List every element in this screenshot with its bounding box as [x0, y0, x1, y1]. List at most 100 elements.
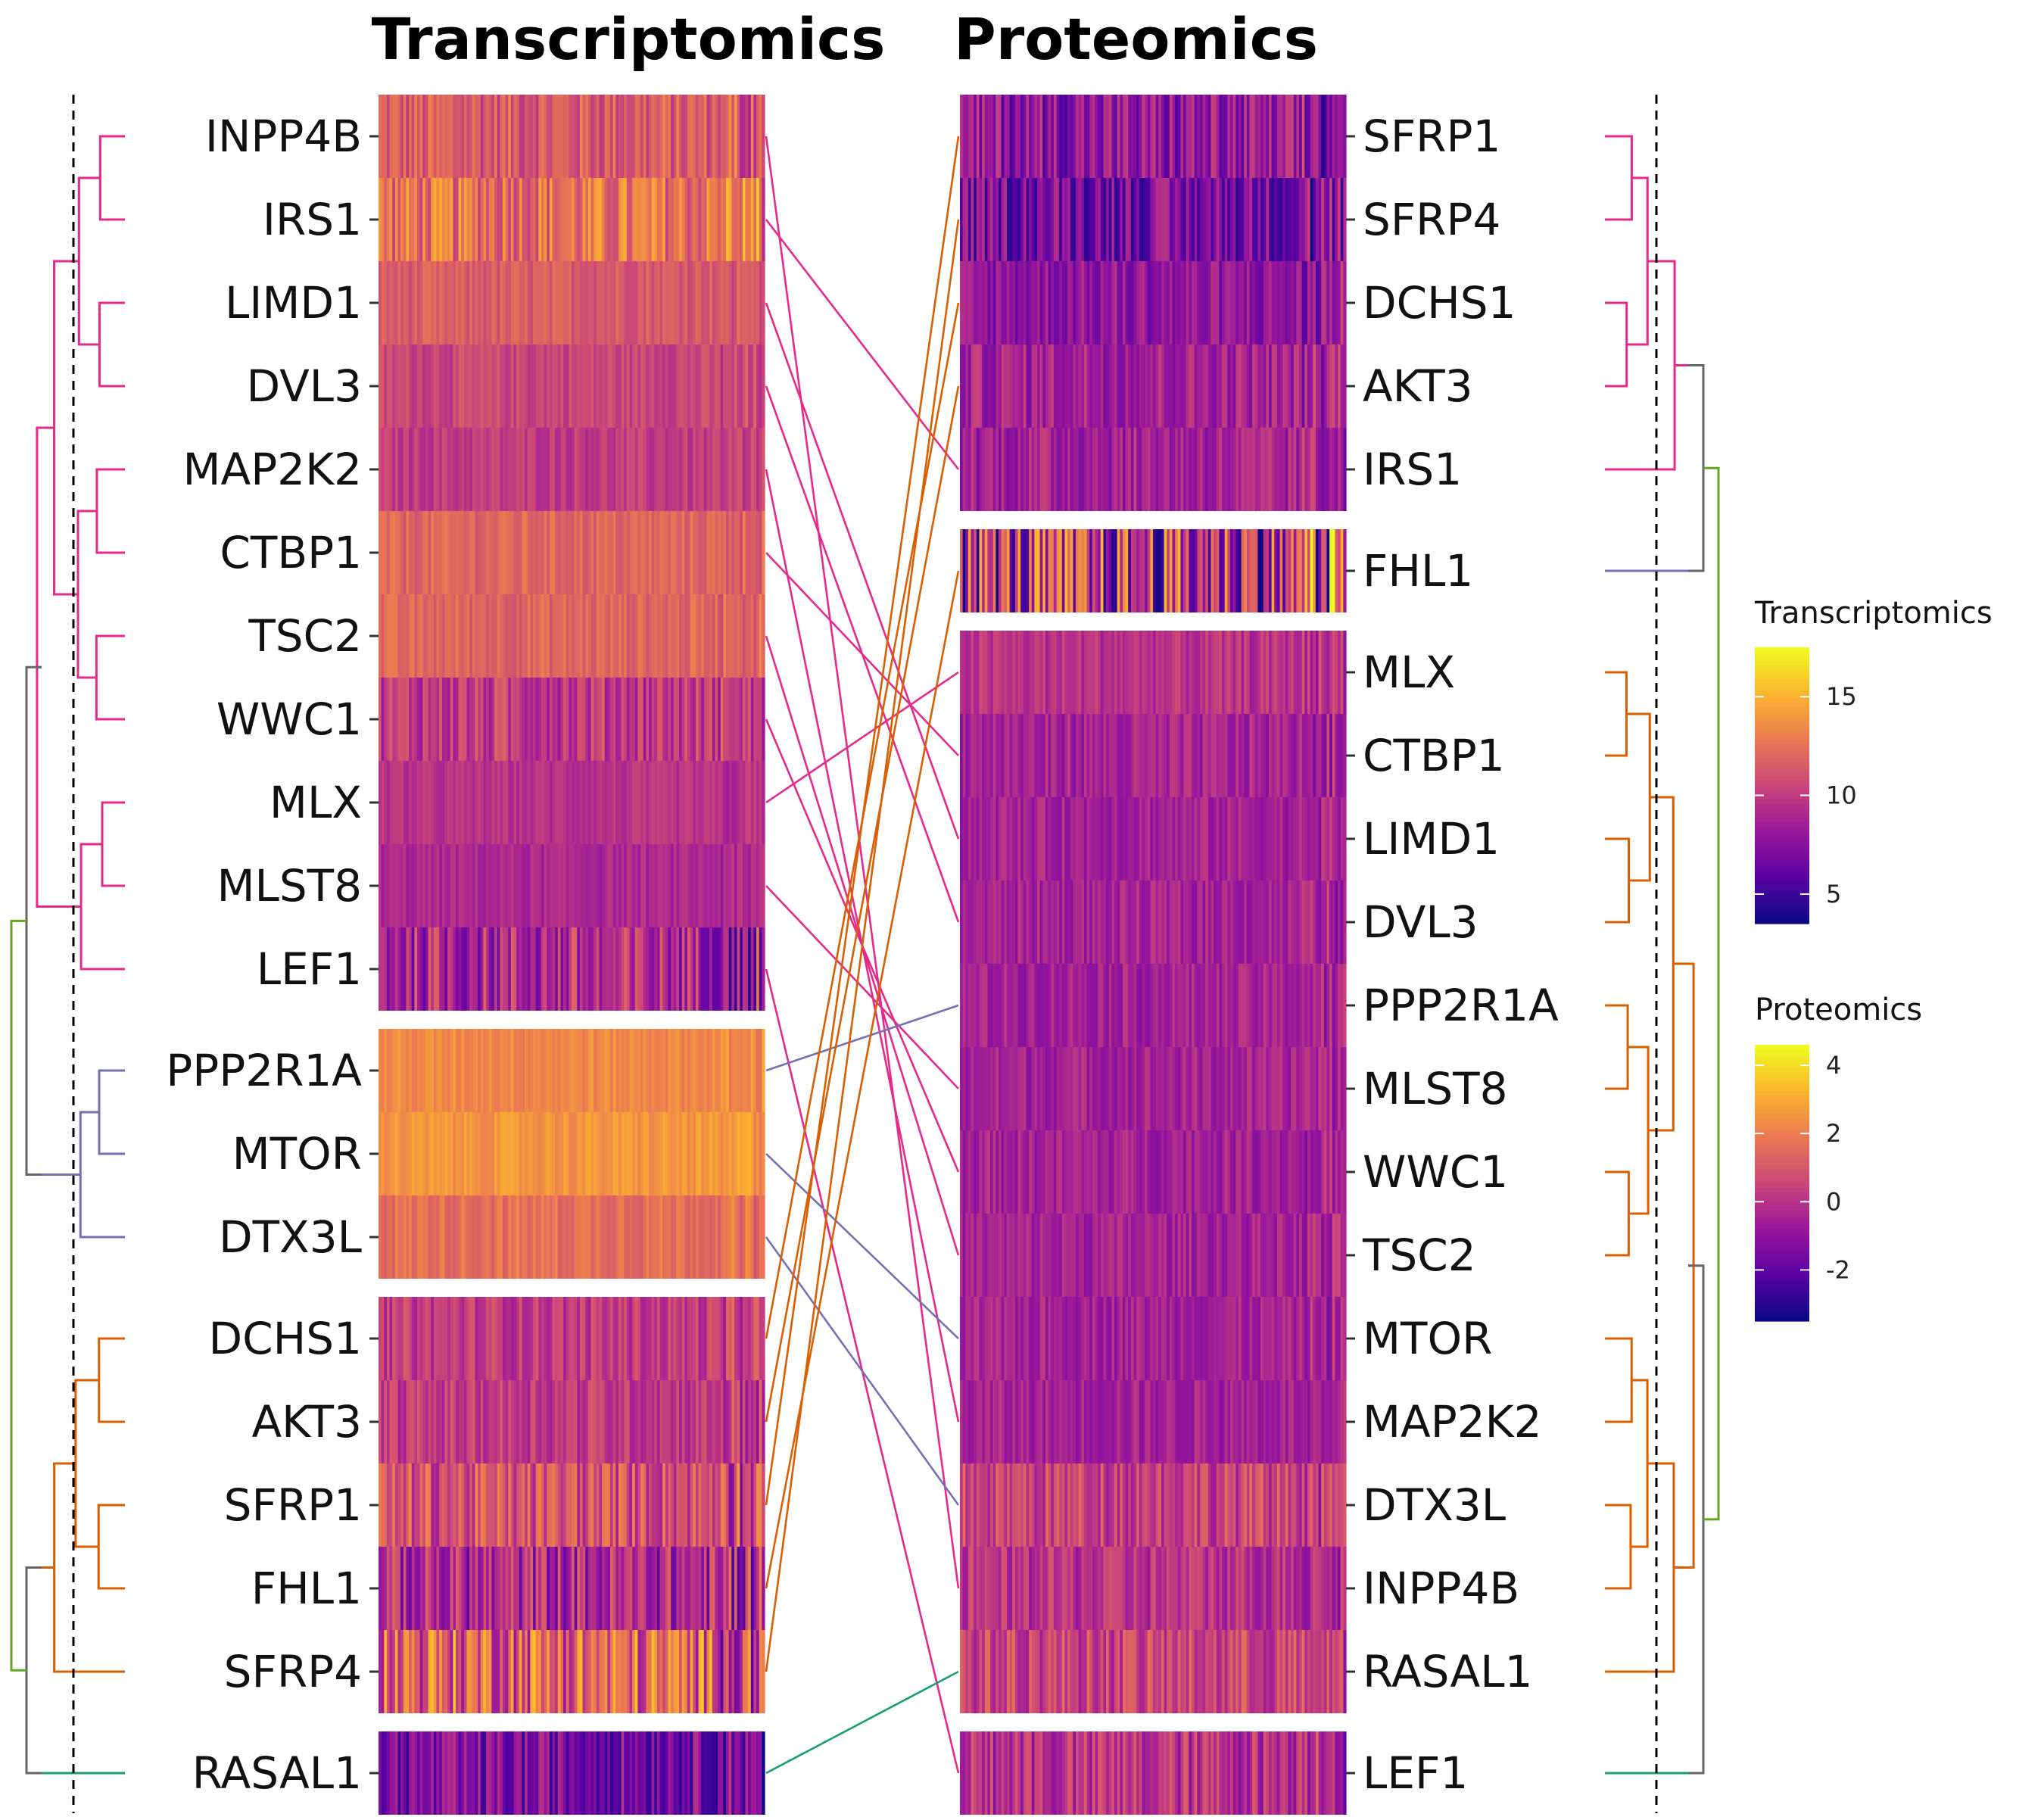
proteomics-cell	[1158, 1130, 1162, 1214]
transcriptomics-cell	[386, 1630, 391, 1713]
transcriptomics-cell	[544, 428, 547, 511]
transcriptomics-cell	[574, 844, 578, 927]
proteomics-cell	[1238, 631, 1242, 714]
transcriptomics-cell	[483, 511, 487, 594]
transcriptomics-cell	[703, 678, 708, 761]
transcriptomics-cell	[425, 844, 429, 927]
proteomics-cell	[1205, 178, 1209, 261]
transcriptomics-cell	[469, 1463, 473, 1547]
transcriptomics-cell	[737, 1380, 740, 1463]
proteomics-cell	[1012, 428, 1016, 511]
transcriptomics-cell	[684, 178, 688, 261]
transcriptomics-cell	[759, 1380, 762, 1463]
transcriptomics-cell	[381, 178, 385, 261]
transcriptomics-cell	[538, 428, 542, 511]
transcriptomics-cell	[513, 678, 517, 761]
transcriptomics-cell	[753, 1029, 757, 1112]
transcriptomics-cell	[538, 1112, 542, 1195]
transcriptomics-cell	[497, 178, 500, 261]
transcriptomics-cell	[577, 1731, 581, 1815]
transcriptomics-cell	[651, 1112, 655, 1195]
proteomics-cell	[965, 344, 969, 428]
transcriptomics-cell	[379, 678, 382, 761]
transcriptomics-cell	[552, 1731, 556, 1815]
transcriptomics-cell	[750, 1380, 755, 1463]
proteomics-cell	[1271, 1297, 1275, 1380]
transcriptomics-cell	[734, 1731, 738, 1815]
transcriptomics-cell	[740, 1463, 743, 1547]
transcriptomics-cell	[698, 1630, 702, 1713]
transcriptomics-cell	[513, 1029, 517, 1112]
transcriptomics-cell	[488, 1112, 492, 1195]
transcriptomics-cell	[762, 95, 765, 178]
transcriptomics-cell	[400, 1195, 404, 1279]
transcriptomics-cell	[734, 344, 738, 428]
transcriptomics-cell	[425, 1195, 429, 1279]
transcriptomics-cell	[533, 1112, 537, 1195]
transcriptomics-cell	[577, 178, 581, 261]
proteomics-cell	[1153, 1047, 1157, 1130]
transcriptomics-cell	[569, 261, 572, 344]
proteomics-cell	[1064, 1214, 1068, 1297]
transcriptomics-cell	[690, 1630, 693, 1713]
proteomics-cell	[1285, 1297, 1289, 1380]
proteomics-cell	[1235, 1047, 1239, 1130]
transcriptomics-cell	[480, 844, 485, 927]
transcriptomics-cell	[745, 594, 749, 678]
transcriptomics-cell	[624, 511, 628, 594]
transcriptomics-cell	[618, 1380, 622, 1463]
transcriptomics-cell	[701, 1195, 705, 1279]
transcriptomics-cell	[756, 511, 760, 594]
transcriptomics-cell	[594, 594, 597, 678]
transcriptomics-cell	[599, 511, 603, 594]
transcriptomics-cell	[478, 594, 481, 678]
proteomics-cell	[1274, 529, 1278, 612]
proteomics-cell	[1224, 261, 1228, 344]
proteomics-cell	[1026, 1214, 1030, 1297]
transcriptomics-cell	[577, 927, 581, 1011]
proteomics-cell	[982, 1047, 986, 1130]
transcriptomics-cell	[753, 761, 757, 844]
proteomics-cell	[1271, 1130, 1275, 1214]
transcriptomics-cell	[659, 428, 663, 511]
transcriptomics-cell	[397, 761, 401, 844]
proteomics-cell	[1276, 178, 1281, 261]
transcriptomics-cell	[428, 428, 432, 511]
proteomics-cell	[1142, 95, 1145, 178]
transcriptomics-cell	[441, 1029, 446, 1112]
proteomics-cell	[1117, 880, 1120, 964]
proteomics-cell	[1120, 428, 1123, 511]
transcriptomics-cell	[475, 344, 478, 428]
proteomics-cell	[1167, 529, 1170, 612]
transcriptomics-cell	[698, 1297, 702, 1380]
proteomics-cell	[1009, 1214, 1013, 1297]
proteomics-cell	[1227, 178, 1231, 261]
transcriptomics-cell	[577, 511, 581, 594]
transcriptomics-cell	[604, 1630, 608, 1713]
proteomics-cell	[1114, 714, 1118, 797]
transcriptomics-cell	[381, 1112, 385, 1195]
proteomics-cell	[1318, 1214, 1322, 1297]
transcriptomics-cell	[715, 261, 718, 344]
transcriptomics-cell	[461, 1297, 465, 1380]
proteomics-cell	[1323, 261, 1328, 344]
proteomics-cell	[1136, 1214, 1140, 1297]
proteomics-cell	[1227, 529, 1231, 612]
transcriptomics-cell	[436, 927, 440, 1011]
transcriptomics-cell	[695, 844, 700, 927]
transcriptomics-cell	[384, 1112, 388, 1195]
transcriptomics-cell	[585, 511, 589, 594]
transcriptomics-cell	[574, 1731, 578, 1815]
transcriptomics-cell	[587, 511, 592, 594]
proteomics-cell	[984, 1297, 989, 1380]
proteomics-cell	[1009, 1380, 1013, 1463]
proteomics-cell	[962, 964, 966, 1047]
transcriptomics-cell	[557, 1029, 562, 1112]
transcriptomics-cell	[681, 511, 685, 594]
proteomics-cell	[1051, 95, 1055, 178]
transcriptomics-cell	[640, 428, 644, 511]
transcriptomics-cell	[522, 594, 525, 678]
proteomics-cell	[1004, 631, 1008, 714]
proteomics-cell	[1111, 344, 1115, 428]
transcriptomics-cell	[701, 844, 705, 927]
